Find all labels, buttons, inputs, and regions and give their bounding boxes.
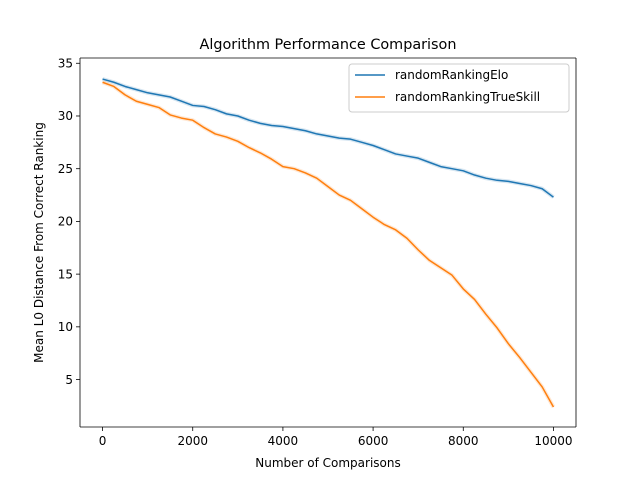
chart-title: Algorithm Performance Comparison — [200, 37, 457, 53]
legend-box — [348, 63, 570, 113]
x-tick-label: 6000 — [358, 434, 389, 448]
plot-background — [80, 58, 576, 427]
x-tick-label: 2000 — [177, 434, 208, 448]
series-line-elo — [102, 78, 554, 198]
ticks-layer: 0 2000 4000 6000 8000 10000 5 10 15 20 25 30 35 — [58, 56, 573, 448]
axes-layer — [79, 57, 577, 428]
legend: randomRankingElo randomRankingTrueSkill — [348, 63, 570, 113]
y-tick-label: 25 — [58, 162, 73, 176]
y-tick-label: 15 — [58, 267, 73, 281]
plot-area: 0 2000 4000 6000 8000 10000 5 10 15 20 25 30 35 — [58, 56, 577, 448]
x-tick-label: 10000 — [534, 434, 572, 448]
x-tick-label: 4000 — [268, 434, 299, 448]
legend-label-trueskill: randomRankingTrueSkill — [395, 90, 540, 104]
y-tick-label: 5 — [65, 373, 73, 387]
x-tick-label: 0 — [99, 434, 107, 448]
y-tick-label: 20 — [58, 215, 73, 229]
y-tick-label: 10 — [58, 320, 73, 334]
legend-label-elo: randomRankingElo — [395, 68, 508, 82]
y-tick-label: 30 — [58, 109, 73, 123]
x-axis-label: Number of Comparisons — [255, 456, 401, 470]
y-tick-label: 35 — [58, 56, 73, 70]
y-axis-label: Mean L0 Distance From Correct Ranking — [32, 122, 46, 363]
series-layer — [101, 77, 556, 408]
x-tick-label: 8000 — [448, 434, 479, 448]
series-line-trueskill — [102, 81, 555, 408]
